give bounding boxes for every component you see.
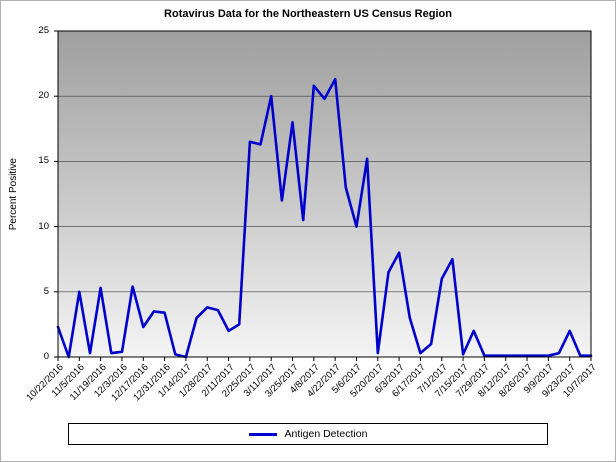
y-tick-label: 15: [38, 155, 49, 167]
legend-label: Antigen Detection: [284, 428, 368, 440]
y-tick-label: 10: [38, 220, 49, 232]
y-tick-label: 0: [43, 351, 49, 362]
y-axis-ticks: [54, 30, 58, 358]
y-tick-label: 25: [38, 25, 49, 36]
chart-title: Rotavirus Data for the Northeastern US C…: [164, 8, 452, 20]
plot-area: [54, 30, 593, 361]
plot-frame: [57, 30, 592, 358]
y-tick-label: 20: [38, 90, 49, 102]
x-axis-labels: 10/22/2016 11/5/2016 11/19/2016 12/3/2016 12…: [24, 358, 598, 420]
y-axis-labels: 0 5 10 15 20 25: [1, 26, 53, 362]
y-tick-label: 5: [43, 285, 49, 297]
plot-background: [58, 31, 591, 357]
x-axis-ticks: [57, 357, 592, 361]
legend-line-swatch: [248, 432, 277, 436]
series-line: [56, 77, 593, 359]
legend: Antigen Detection: [68, 423, 548, 445]
